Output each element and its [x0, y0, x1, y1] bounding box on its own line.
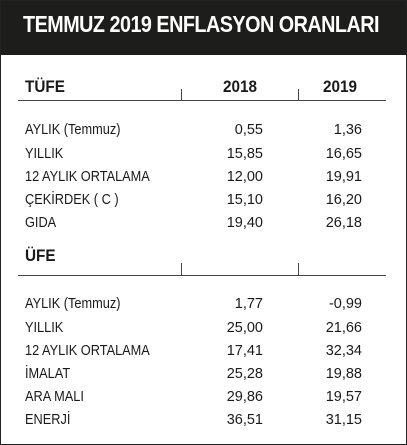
table-row: AYLIK (Temmuz) 1,77 -0,99 [1, 294, 406, 318]
value-2018: 0,55 [234, 122, 263, 138]
row-label: YILLIK [25, 146, 64, 162]
page-title: TEMMUZ 2019 ENFLASYON ORANLARI [23, 11, 380, 37]
row-label: AYLIK (Temmuz) [25, 122, 121, 138]
value-2018: 15,85 [226, 146, 263, 162]
table-row: GIDA 19,40 26,18 [1, 213, 406, 237]
row-label: GIDA [25, 215, 57, 231]
tufe-heading: TÜFE [25, 77, 65, 96]
column-divider-tick [298, 89, 299, 101]
table-row: ARA MALI 29,86 19,57 [1, 387, 406, 411]
value-2018: 29,86 [226, 389, 263, 405]
value-2019: 31,15 [325, 412, 362, 428]
value-2019: 26,18 [325, 215, 362, 231]
value-2018: 12,00 [226, 169, 263, 185]
row-label: 12 AYLIK ORTALAMA [25, 343, 150, 359]
table-row: İMALAT 25,28 19,88 [1, 364, 406, 388]
section-divider [18, 275, 386, 276]
year-2019-heading: 2019 [323, 77, 358, 96]
row-label: 12 AYLIK ORTALAMA [25, 169, 150, 185]
value-2019: 19,91 [325, 169, 362, 185]
column-header-row: TÜFE 2018 2019 [1, 75, 406, 105]
row-label: YILLIK [25, 320, 64, 336]
value-2018: 15,10 [226, 192, 263, 208]
value-2018: 25,00 [226, 320, 263, 336]
table-row: 12 AYLIK ORTALAMA 17,41 32,34 [1, 341, 406, 365]
row-label: İMALAT [25, 366, 71, 382]
title-bar: TEMMUZ 2019 ENFLASYON ORANLARI [1, 1, 406, 55]
row-label: AYLIK (Temmuz) [25, 296, 121, 312]
column-divider-tick [298, 263, 299, 275]
value-2019: 19,57 [325, 389, 362, 405]
table-row: YILLIK 15,85 16,65 [1, 144, 406, 168]
value-2018: 36,51 [226, 412, 263, 428]
row-label: ÇEKİRDEK ( C ) [25, 192, 119, 208]
value-2019: -0,99 [328, 296, 362, 312]
table-row: 12 AYLIK ORTALAMA 12,00 19,91 [1, 167, 406, 191]
column-divider-tick [181, 89, 182, 101]
year-2018-heading: 2018 [223, 77, 258, 96]
table-row: ENERJİ 36,51 31,15 [1, 410, 406, 434]
row-label: ARA MALI [25, 389, 84, 405]
value-2019: 21,66 [325, 320, 362, 336]
value-2018: 1,77 [234, 296, 263, 312]
value-2018: 19,40 [226, 215, 263, 231]
ufe-heading: ÜFE [25, 246, 56, 265]
table-row: AYLIK (Temmuz) 0,55 1,36 [1, 120, 406, 144]
value-2019: 19,88 [325, 366, 362, 382]
ufe-heading-row: ÜFE [1, 246, 406, 276]
table-row: YILLIK 25,00 21,66 [1, 318, 406, 342]
value-2019: 32,34 [325, 343, 362, 359]
value-2018: 25,28 [226, 366, 263, 382]
header-divider [18, 100, 386, 101]
table-row: ÇEKİRDEK ( C ) 15,10 16,20 [1, 190, 406, 214]
row-label: ENERJİ [25, 412, 71, 428]
column-divider-tick [181, 263, 182, 275]
value-2019: 1,36 [333, 122, 362, 138]
value-2019: 16,65 [325, 146, 362, 162]
value-2018: 17,41 [226, 343, 263, 359]
value-2019: 16,20 [325, 192, 362, 208]
